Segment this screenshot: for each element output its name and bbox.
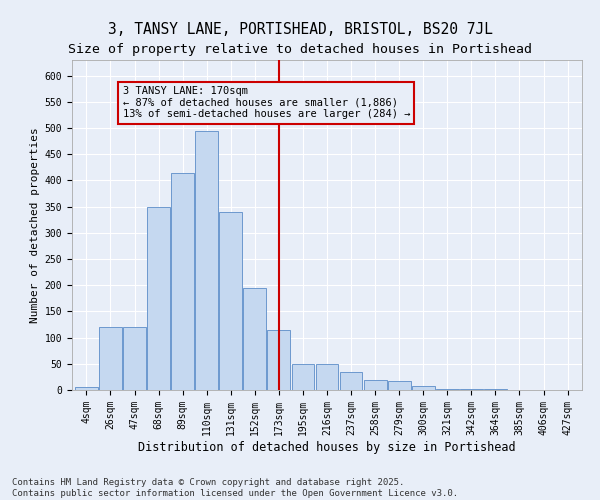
Bar <box>292 364 314 390</box>
Bar <box>316 364 338 390</box>
Bar <box>171 172 194 390</box>
Y-axis label: Number of detached properties: Number of detached properties <box>31 127 40 323</box>
Bar <box>268 330 290 390</box>
Bar <box>388 381 410 390</box>
Bar <box>436 389 459 390</box>
Bar <box>195 130 218 390</box>
Text: Size of property relative to detached houses in Portishead: Size of property relative to detached ho… <box>68 42 532 56</box>
Bar <box>220 212 242 390</box>
Bar <box>412 386 434 390</box>
Bar <box>75 388 98 390</box>
X-axis label: Distribution of detached houses by size in Portishead: Distribution of detached houses by size … <box>138 440 516 454</box>
Text: 3, TANSY LANE, PORTISHEAD, BRISTOL, BS20 7JL: 3, TANSY LANE, PORTISHEAD, BRISTOL, BS20… <box>107 22 493 38</box>
Bar <box>99 327 122 390</box>
Bar <box>340 372 362 390</box>
Bar <box>147 206 170 390</box>
Bar <box>244 288 266 390</box>
Bar <box>364 380 386 390</box>
Text: 3 TANSY LANE: 170sqm
← 87% of detached houses are smaller (1,886)
13% of semi-de: 3 TANSY LANE: 170sqm ← 87% of detached h… <box>122 86 410 120</box>
Text: Contains HM Land Registry data © Crown copyright and database right 2025.
Contai: Contains HM Land Registry data © Crown c… <box>12 478 458 498</box>
Bar <box>123 327 146 390</box>
